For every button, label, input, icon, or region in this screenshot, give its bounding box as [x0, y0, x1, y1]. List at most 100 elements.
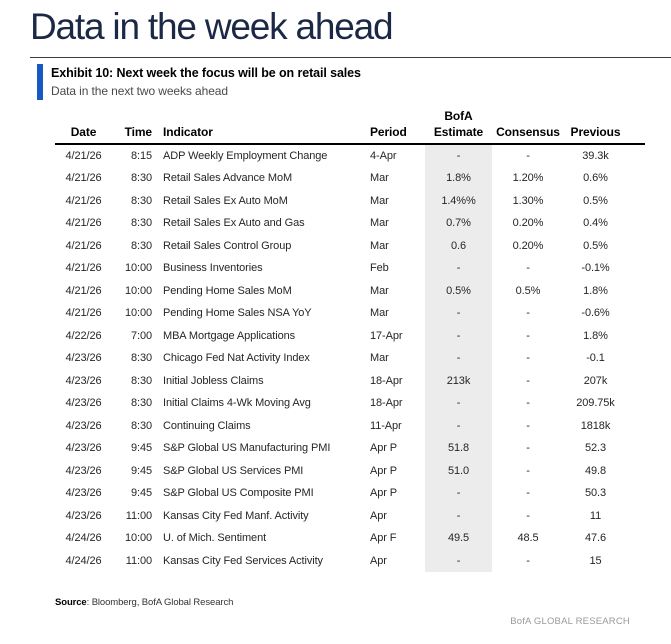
cell-indicator: Pending Home Sales MoM	[163, 284, 292, 297]
cell-consensus: -	[526, 397, 530, 410]
cell-consensus: 0.20%	[512, 239, 544, 252]
cell-time: 9:45	[130, 442, 152, 455]
cell-time: 8:30	[130, 172, 152, 185]
cell-period: 17-Apr	[370, 329, 403, 342]
table-row: 4/23/26 9:45 S&P Global US Composite PMI Ap…	[55, 481, 645, 505]
cell-date: 4/24/26	[65, 532, 102, 545]
cell-indicator: Continuing Claims	[163, 419, 251, 432]
cell-estimate: 0.5%	[425, 279, 492, 302]
cell-indicator: S&P Global US Composite PMI	[163, 487, 314, 500]
source-note: Source: Bloomberg, BofA Global Research	[55, 597, 233, 608]
cell-period: 4-Apr	[370, 150, 397, 163]
cell-consensus: -	[526, 262, 530, 275]
table-row: 4/24/26 11:00 Kansas City Fed Services Act…	[55, 549, 645, 572]
header-period: Period	[365, 108, 425, 146]
cell-previous: 0.5%	[583, 239, 608, 252]
cell-consensus: 1.30%	[512, 194, 544, 207]
cell-indicator: ADP Weekly Employment Change	[163, 150, 328, 163]
cell-date: 4/21/26	[65, 150, 102, 163]
cell-previous: 0.4%	[583, 217, 608, 230]
table-row: 4/23/26 11:00 Kansas City Fed Manf. Activi…	[55, 504, 645, 527]
cell-previous: 52.3	[584, 442, 606, 455]
cell-time: 10:00	[124, 307, 152, 320]
header-date: Date	[55, 108, 112, 146]
cell-time: 8:15	[130, 150, 152, 163]
cell-period: Apr	[370, 554, 387, 567]
cell-date: 4/21/26	[65, 307, 102, 320]
cell-date: 4/23/26	[65, 374, 102, 387]
cell-date: 4/21/26	[65, 172, 102, 185]
cell-period: 18-Apr	[370, 374, 403, 387]
cell-consensus: -	[526, 419, 530, 432]
table-row: 4/23/26 8:30 Initial Jobless Claims 18-Apr 2…	[55, 369, 645, 392]
cell-consensus: -	[526, 374, 530, 387]
table-row: 4/22/26 7:00 MBA Mortgage Applications 17-A…	[55, 324, 645, 347]
cell-indicator: Retail Sales Advance MoM	[163, 172, 293, 185]
table-row: 4/21/26 8:15 ADP Weekly Employment Change 4…	[55, 144, 645, 167]
cell-consensus: -	[526, 509, 530, 522]
cell-date: 4/23/26	[65, 442, 102, 455]
cell-estimate: -	[425, 324, 492, 347]
cell-previous: 49.8	[584, 464, 606, 477]
source-label: Source	[55, 597, 87, 608]
cell-estimate: -	[425, 504, 492, 527]
cell-previous: 207k	[583, 374, 608, 387]
cell-consensus: 48.5	[517, 532, 539, 545]
table-row: 4/23/26 8:30 Continuing Claims 11-Apr - - 1818…	[55, 414, 645, 437]
cell-date: 4/23/26	[65, 509, 102, 522]
cell-estimate: 0.7%	[425, 211, 492, 235]
cell-period: 11-Apr	[370, 419, 402, 432]
table-row: 4/21/26 10:00 Pending Home Sales NSA YoY Ma…	[55, 301, 645, 325]
cell-date: 4/21/26	[65, 194, 102, 207]
cell-indicator: Initial Jobless Claims	[163, 374, 264, 387]
cell-time: 7:00	[130, 329, 152, 342]
cell-estimate: -	[425, 144, 492, 167]
header-bofa-estimate: BofA Estimate	[425, 108, 492, 146]
table-row: 4/23/26 9:45 S&P Global US Services PMI Apr…	[55, 459, 645, 482]
cell-estimate: -	[425, 481, 492, 505]
cell-time: 9:45	[130, 464, 152, 477]
cell-time: 10:00	[124, 262, 152, 275]
cell-estimate: 51.8	[425, 436, 492, 460]
header-consensus: Consensus	[492, 108, 564, 146]
cell-previous: 209.75k	[576, 397, 615, 410]
cell-estimate: 1.8%	[425, 166, 492, 190]
cell-indicator: S&P Global US Manufacturing PMI	[163, 442, 331, 455]
header-previous: Previous	[564, 108, 645, 146]
table-row: 4/21/26 8:30 Retail Sales Advance MoM Mar 1.…	[55, 166, 645, 190]
cell-previous: 0.6%	[583, 172, 608, 185]
cell-consensus: -	[526, 554, 530, 567]
cell-date: 4/21/26	[65, 217, 102, 230]
cell-time: 8:30	[130, 352, 152, 365]
cell-time: 10:00	[124, 284, 152, 297]
cell-estimate: -	[425, 414, 492, 437]
cell-consensus: -	[526, 442, 530, 455]
table-row: 4/23/26 9:45 S&P Global US Manufacturing P…	[55, 436, 645, 460]
cell-indicator: Kansas City Fed Services Activity	[163, 554, 323, 567]
cell-date: 4/23/26	[65, 419, 102, 432]
cell-indicator: Pending Home Sales NSA YoY	[163, 307, 312, 320]
cell-period: Apr P	[370, 487, 398, 500]
cell-consensus: 0.20%	[512, 217, 544, 230]
cell-previous: -0.1	[586, 352, 605, 365]
source-text: : Bloomberg, BofA Global Research	[86, 597, 234, 608]
cell-indicator: Chicago Fed Nat Activity Index	[163, 352, 310, 365]
table-body: 4/21/26 8:15 ADP Weekly Employment Change 4…	[55, 144, 645, 572]
cell-date: 4/23/26	[65, 487, 102, 500]
cell-period: Mar	[370, 172, 389, 185]
cell-period: 18-Apr	[370, 397, 403, 410]
cell-date: 4/21/26	[65, 239, 102, 252]
table-row: 4/23/26 8:30 Chicago Fed Nat Activity Inde…	[55, 346, 645, 370]
table-row: 4/21/26 10:00 Pending Home Sales MoM Mar 0.5…	[55, 279, 645, 302]
exhibit-title: Exhibit 10: Next week the focus will be …	[51, 66, 361, 80]
cell-estimate: 213k	[425, 369, 492, 392]
cell-period: Mar	[370, 217, 389, 230]
cell-indicator: U. of Mich. Sentiment	[163, 532, 267, 545]
cell-indicator: S&P Global US Services PMI	[163, 464, 304, 477]
cell-time: 11:00	[125, 509, 152, 522]
cell-period: Apr P	[370, 464, 398, 477]
cell-period: Apr F	[370, 532, 397, 545]
cell-period: Mar	[370, 307, 389, 320]
cell-previous: -0.1%	[581, 262, 610, 275]
cell-consensus: -	[526, 150, 530, 163]
